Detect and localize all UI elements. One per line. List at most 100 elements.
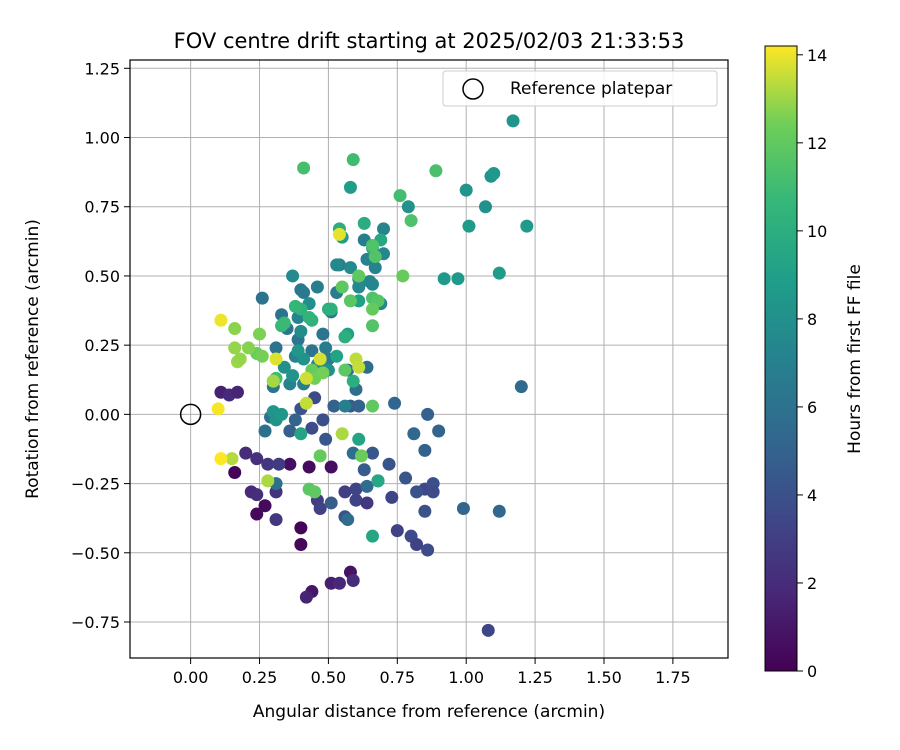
legend: Reference platepar: [442, 70, 718, 107]
colorbar: 0 2 4 6 8 10 12 14 Hours from first FF file: [764, 45, 865, 681]
data-point: [319, 341, 333, 355]
data-point: [366, 319, 380, 333]
y-tick-label: 1.00: [84, 129, 120, 148]
data-point: [492, 266, 506, 280]
data-point: [382, 457, 396, 471]
data-point: [338, 485, 352, 499]
data-point: [214, 452, 228, 466]
data-point: [335, 280, 349, 294]
data-point: [390, 524, 404, 538]
data-point: [410, 537, 424, 551]
data-point: [324, 460, 338, 474]
data-point: [492, 504, 506, 518]
data-point: [360, 479, 374, 493]
data-point: [305, 344, 319, 358]
data-point: [437, 272, 451, 286]
data-point: [429, 164, 443, 178]
data-point: [349, 493, 363, 507]
data-point: [399, 471, 413, 485]
data-point: [253, 327, 267, 341]
data-point: [520, 219, 534, 233]
data-point: [310, 280, 324, 294]
data-point: [404, 214, 418, 228]
data-point: [352, 269, 366, 283]
y-tick-label: 1.25: [84, 59, 120, 78]
data-point: [506, 114, 520, 128]
x-tick-label: 0.00: [173, 668, 209, 687]
x-tick-label: 0.25: [242, 668, 278, 687]
data-point: [211, 402, 225, 416]
data-point: [349, 482, 363, 496]
data-point: [352, 399, 366, 413]
y-tick-label: −0.25: [71, 475, 120, 494]
data-point: [275, 407, 289, 421]
data-point: [299, 590, 313, 604]
data-point: [366, 399, 380, 413]
data-point: [302, 310, 316, 324]
data-point: [258, 424, 272, 438]
data-point: [346, 153, 360, 167]
colorbar-tick-label: 14: [807, 46, 827, 65]
data-point: [316, 413, 330, 427]
data-point: [313, 449, 327, 463]
data-point: [313, 352, 327, 366]
data-point: [283, 424, 297, 438]
data-point: [366, 238, 380, 252]
data-point: [407, 427, 421, 441]
y-tick-label: 0.00: [84, 405, 120, 424]
y-tick-label: −0.75: [71, 613, 120, 632]
data-point: [421, 407, 435, 421]
x-tick-label: 1.00: [448, 668, 484, 687]
data-point: [299, 371, 313, 385]
data-point: [330, 258, 344, 272]
y-tick-label: 0.50: [84, 267, 120, 286]
y-axis-ticks: −0.75 −0.50 −0.25 0.00 0.25 0.50 0.75 1.00 1.25: [71, 59, 130, 632]
x-tick-label: 1.25: [517, 668, 553, 687]
data-point: [338, 363, 352, 377]
data-point: [297, 161, 311, 175]
data-point: [302, 460, 316, 474]
data-point: [241, 341, 255, 355]
data-point: [366, 302, 380, 316]
data-point: [266, 374, 280, 388]
data-point: [225, 452, 239, 466]
x-tick-label: 0.75: [379, 668, 415, 687]
colorbar-tick-label: 0: [807, 662, 817, 681]
data-point: [269, 341, 283, 355]
data-point: [360, 496, 374, 510]
data-point: [316, 327, 330, 341]
data-point: [269, 513, 283, 527]
legend-label: Reference platepar: [510, 79, 672, 99]
y-tick-label: 0.25: [84, 336, 120, 355]
data-point: [357, 463, 371, 477]
colorbar-ticks: 0 2 4 6 8 10 12 14: [797, 46, 827, 681]
data-point: [401, 200, 415, 214]
data-point: [313, 502, 327, 515]
data-point: [338, 399, 352, 413]
data-point: [352, 432, 366, 446]
data-point: [283, 457, 297, 471]
data-point: [366, 446, 380, 460]
data-point: [319, 432, 333, 446]
data-point: [288, 413, 302, 427]
data-point: [250, 488, 264, 502]
data-point: [228, 466, 242, 480]
data-point: [294, 427, 308, 441]
data-point: [343, 261, 357, 275]
data-point: [487, 167, 501, 181]
colorbar-tick-label: 8: [807, 310, 817, 329]
data-points: [211, 114, 534, 637]
data-point: [514, 380, 528, 394]
data-point: [371, 474, 385, 488]
x-tick-label: 1.50: [586, 668, 622, 687]
data-point: [421, 543, 435, 557]
data-point: [277, 316, 291, 330]
data-point: [261, 474, 275, 488]
data-point: [228, 341, 242, 355]
data-point: [297, 286, 311, 300]
data-point: [305, 421, 319, 435]
plot-frame: [129, 59, 729, 659]
chart-title: FOV centre drift starting at 2025/02/03 …: [174, 29, 685, 53]
data-point: [456, 502, 470, 515]
data-point: [368, 261, 382, 275]
